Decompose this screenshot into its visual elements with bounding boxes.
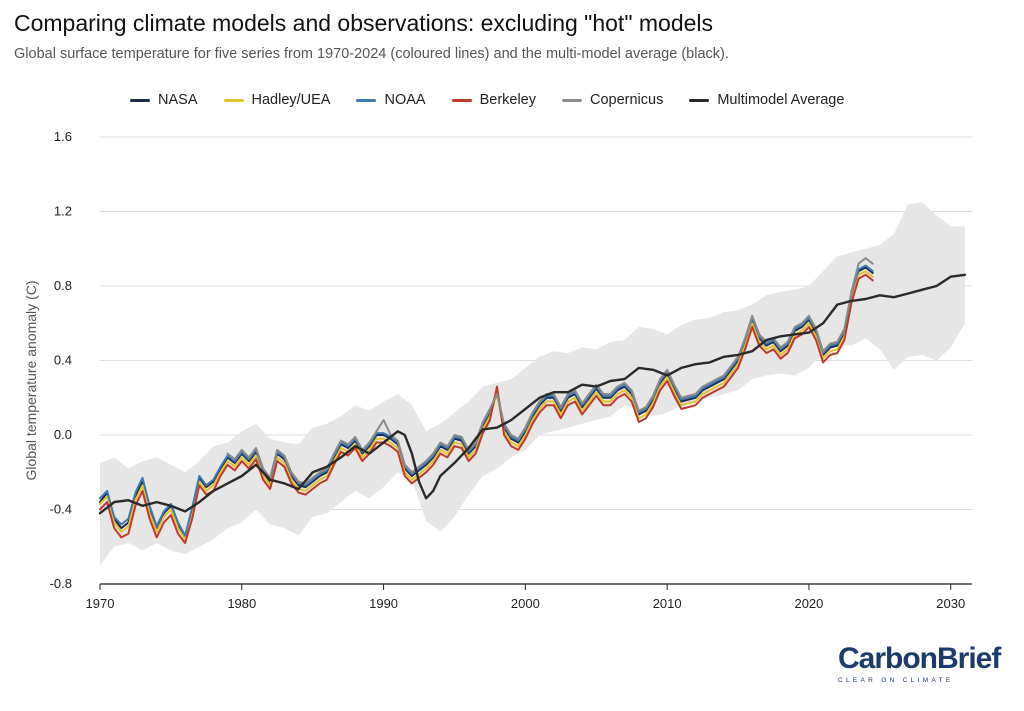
logo-tagline: CLEAR ON CLIMATE bbox=[838, 677, 954, 684]
legend-swatch-noaa bbox=[356, 98, 377, 102]
logo-part-brief: Brief bbox=[937, 642, 1001, 675]
legend-label-multimodel: Multimodel Average bbox=[717, 92, 845, 108]
legend-swatch-hadley bbox=[223, 98, 244, 102]
legend-swatch-berkeley bbox=[451, 98, 472, 102]
legend-swatch-copernicus bbox=[562, 98, 582, 102]
y-axis-title: Global temperature anomaly (C) bbox=[23, 281, 39, 481]
x-tick-label: 2020 bbox=[794, 596, 823, 611]
y-tick-label: 1.6 bbox=[54, 129, 72, 144]
legend-item-berkeley[interactable]: Berkeley bbox=[451, 92, 536, 108]
legend-swatch-multimodel bbox=[689, 98, 710, 102]
legend-item-hadley[interactable]: Hadley/UEA bbox=[223, 92, 331, 108]
logo-wordmark: CarbonBrief bbox=[838, 642, 1001, 675]
legend-label-berkeley: Berkeley bbox=[479, 92, 536, 108]
chart-plot: -0.8 -0.4 0.0 0.4 0.8 1.2 1.6 1970 1980 1990 2000 2… bbox=[23, 129, 972, 611]
x-tick-label: 2030 bbox=[936, 596, 965, 611]
logo-part-carbon: Carbon bbox=[838, 642, 938, 675]
chart-title: Comparing climate models and observation… bbox=[14, 10, 714, 36]
x-tick-label: 1970 bbox=[86, 596, 115, 611]
y-tick-label: 0.8 bbox=[54, 278, 72, 293]
x-tick-label: 1990 bbox=[369, 596, 398, 611]
x-tick-label: 2000 bbox=[511, 596, 540, 611]
legend-item-nasa[interactable]: NASA bbox=[130, 92, 198, 108]
series-line-multimodel-average bbox=[98, 273, 967, 515]
y-tick-label: -0.4 bbox=[50, 502, 72, 517]
legend-item-multimodel[interactable]: Multimodel Average bbox=[689, 92, 844, 108]
y-tick-label: -0.8 bbox=[50, 576, 72, 591]
y-tick-label: 0.4 bbox=[54, 353, 72, 368]
x-tick-label: 2010 bbox=[653, 596, 682, 611]
legend-item-copernicus[interactable]: Copernicus bbox=[562, 92, 663, 108]
y-tick-label: 1.2 bbox=[54, 204, 72, 219]
chart-legend: NASA Hadley/UEA NOAA Berkeley Copernicus… bbox=[130, 92, 844, 108]
series-line-hadley-uea bbox=[99, 270, 874, 541]
chart-subtitle: Global surface temperature for five seri… bbox=[14, 46, 729, 62]
legend-label-hadley: Hadley/UEA bbox=[251, 92, 331, 108]
legend-label-noaa: NOAA bbox=[384, 92, 426, 108]
legend-label-copernicus: Copernicus bbox=[590, 92, 664, 108]
legend-item-noaa[interactable]: NOAA bbox=[356, 92, 426, 108]
legend-swatch-nasa bbox=[130, 98, 150, 102]
carbonbrief-logo[interactable]: CarbonBrief CLEAR ON CLIMATE bbox=[838, 642, 1001, 690]
model-range-band bbox=[100, 202, 965, 566]
y-tick-label: 0.0 bbox=[54, 427, 72, 442]
x-tick-label: 1980 bbox=[227, 596, 256, 611]
legend-label-nasa: NASA bbox=[158, 92, 198, 108]
